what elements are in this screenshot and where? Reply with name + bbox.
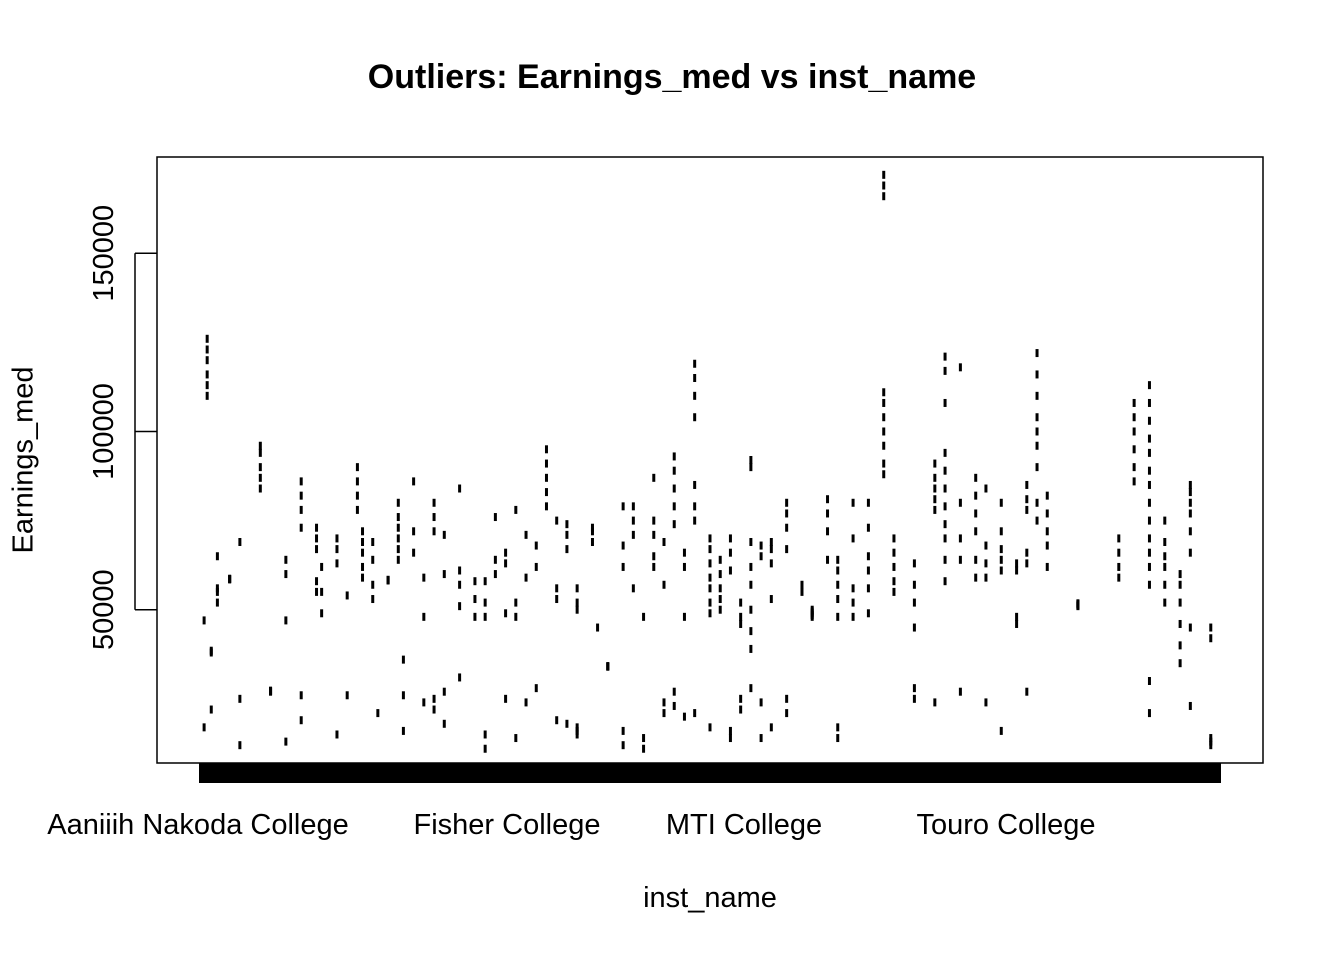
chart-title: Outliers: Earnings_med vs inst_name [367,58,977,96]
outlier-marks [202,170,1213,753]
x-tick-label: MTI College [666,809,822,841]
x-tick-label: Fisher College [414,809,601,841]
y-axis: 50000 100000 150000 [88,205,157,650]
x-axis-label: inst_name [643,882,777,914]
x-axis-tick-band [199,763,1221,783]
x-tick-label: Touro College [917,809,1096,841]
y-axis-label: Earnings_med [7,366,40,554]
y-tick-label: 150000 [88,205,120,302]
y-tick-label: 50000 [88,569,120,650]
y-tick-label: 100000 [88,383,120,480]
x-axis: Aaniiih Nakoda College Fisher College MTI … [47,763,1221,841]
plot-frame [156,156,1264,764]
x-tick-label: Aaniiih Nakoda College [47,809,348,841]
plot-border [156,156,1264,764]
